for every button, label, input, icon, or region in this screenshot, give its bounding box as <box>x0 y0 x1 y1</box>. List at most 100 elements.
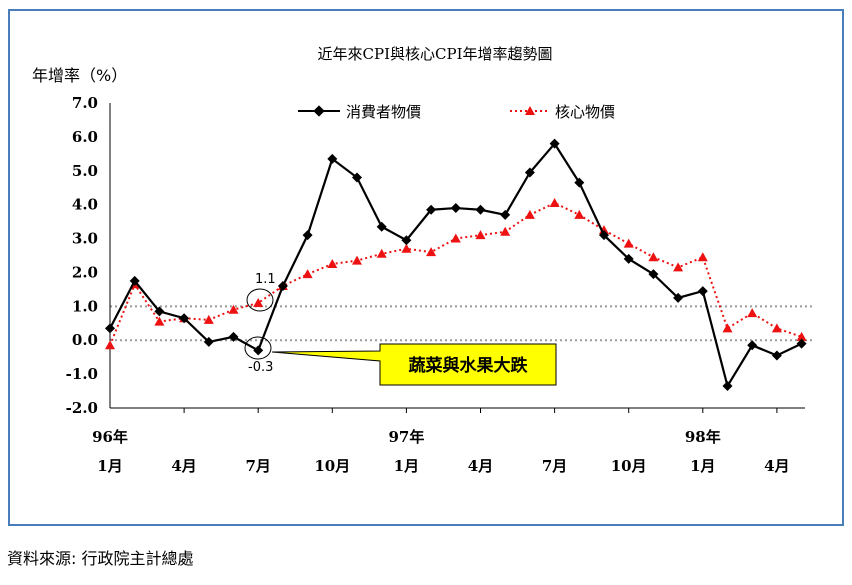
cpi-line-chart: 近年來CPI與核心CPI年增率趨勢圖 年增率（%） 7.0 6.0 5.0 4.0 3.… <box>32 45 812 475</box>
cpi-point <box>771 350 782 361</box>
x-tick-month: 10月 <box>611 457 647 475</box>
x-tick-month: 1月 <box>690 457 715 475</box>
y-tick-label: 5.0 <box>72 162 98 180</box>
annotation-label-cpi: -0.3 <box>248 360 273 375</box>
y-tick-label: 6.0 <box>72 128 98 146</box>
y-tick-label: -2.0 <box>66 399 98 417</box>
cpi-point <box>475 204 486 215</box>
cpi-point <box>105 323 115 334</box>
core-cpi-point <box>648 252 659 262</box>
x-tick-month: 4月 <box>171 457 196 475</box>
cpi-point <box>623 253 634 264</box>
cpi-point <box>524 167 535 178</box>
core-cpi-point <box>771 323 782 333</box>
x-ticks: 96年 1月 4月 7月 10月 97年 1月 4月 7月 10月 98年 1月 4月 <box>92 408 790 475</box>
y-ticks: 7.0 6.0 5.0 4.0 3.0 2.0 1.0 0.0 -1.0 -2.0 <box>66 94 98 417</box>
chart-title: 近年來CPI與核心CPI年增率趨勢圖 <box>318 45 553 63</box>
callout-text: 蔬菜與水果大跌 <box>409 355 529 376</box>
cpi-point <box>401 235 412 246</box>
x-tick-year: 98年 <box>685 428 721 446</box>
cpi-point <box>426 204 437 215</box>
core-cpi-line <box>109 201 802 346</box>
core-cpi-point <box>352 255 362 265</box>
x-tick-year: 97年 <box>388 428 424 446</box>
cpi-point <box>228 331 239 342</box>
core-cpi-point <box>302 269 313 279</box>
x-tick-year: 96年 <box>92 428 128 446</box>
core-cpi-point <box>697 252 708 262</box>
data-source: 資料來源: 行政院主計總處 <box>7 549 194 568</box>
reference-lines <box>110 305 812 342</box>
annotations: 1.1 -0.3 蔬菜與水果大跌 <box>244 272 557 386</box>
core-cpi-point <box>722 323 733 333</box>
cpi-point <box>500 209 511 220</box>
core-cpi-point <box>154 316 165 326</box>
x-tick-month: 10月 <box>314 457 350 475</box>
core-cpi-point <box>327 258 338 268</box>
chart-frame: 近年來CPI與核心CPI年增率趨勢圖 年增率（%） 7.0 6.0 5.0 4.0 3.… <box>8 9 844 526</box>
x-tick-month: 1月 <box>97 457 122 475</box>
annotation-circle-cpi <box>244 336 272 360</box>
cpi-point <box>179 313 190 324</box>
core-cpi-point <box>376 248 387 258</box>
cpi-point <box>129 275 140 286</box>
core-cpi-point <box>574 209 585 219</box>
x-tick-month: 1月 <box>394 457 419 475</box>
core-cpi-point <box>673 262 684 272</box>
core-cpi-point <box>623 238 634 248</box>
core-cpi-point <box>105 340 115 350</box>
cpi-point <box>599 230 609 241</box>
legend: 消費者物價 核心物價 <box>298 103 615 121</box>
core-cpi-point <box>796 331 807 341</box>
core-cpi-point <box>228 304 239 314</box>
axes <box>109 103 805 409</box>
callout-box <box>271 343 557 386</box>
core-cpi-point <box>203 314 214 324</box>
y-tick-label: 3.0 <box>72 230 98 248</box>
core-cpi-point <box>747 308 758 318</box>
y-tick-label: -1.0 <box>66 365 98 383</box>
core-cpi-point <box>253 297 264 307</box>
core-cpi-point <box>401 243 412 253</box>
cpi-point <box>574 177 585 188</box>
legend-label-cpi: 消費者物價 <box>346 103 421 121</box>
cpi-point <box>154 306 165 317</box>
x-tick-month: 4月 <box>764 457 789 475</box>
y-axis-label: 年增率（%） <box>32 66 127 85</box>
cpi-point <box>747 340 758 351</box>
x-tick-month: 4月 <box>468 457 493 475</box>
cpi-point <box>450 203 461 214</box>
cpi-point <box>648 269 659 280</box>
y-tick-label: 1.0 <box>72 297 98 315</box>
x-tick-month: 7月 <box>542 457 567 475</box>
y-tick-label: 4.0 <box>72 196 98 214</box>
cpi-point <box>722 380 733 391</box>
annotation-circle-core <box>246 288 274 312</box>
cpi-point <box>352 172 362 183</box>
y-tick-label: 0.0 <box>72 331 98 349</box>
cpi-point <box>376 221 387 232</box>
core-cpi-point <box>450 233 461 243</box>
core-cpi-point <box>475 230 486 240</box>
y-tick-label: 2.0 <box>72 263 98 281</box>
cpi-point <box>302 230 313 241</box>
core-cpi-point <box>549 197 560 207</box>
cpi-point <box>549 138 560 149</box>
cpi-point <box>203 336 214 347</box>
y-tick-label: 7.0 <box>72 94 98 112</box>
cpi-point <box>796 338 807 349</box>
cpi-point <box>253 345 264 356</box>
core-cpi-point <box>524 209 535 219</box>
series-cpi <box>105 138 807 391</box>
cpi-point <box>277 281 288 291</box>
core-cpi-point <box>426 247 437 257</box>
legend-label-core: 核心物價 <box>555 103 615 121</box>
cpi-point <box>673 292 684 303</box>
legend-marker-cpi <box>313 105 325 117</box>
cpi-point <box>697 286 708 297</box>
x-tick-month: 7月 <box>245 457 270 475</box>
legend-marker-core <box>525 106 535 115</box>
annotation-label-core: 1.1 <box>255 272 276 287</box>
cpi-point <box>327 153 338 164</box>
series-core-cpi <box>105 197 807 350</box>
